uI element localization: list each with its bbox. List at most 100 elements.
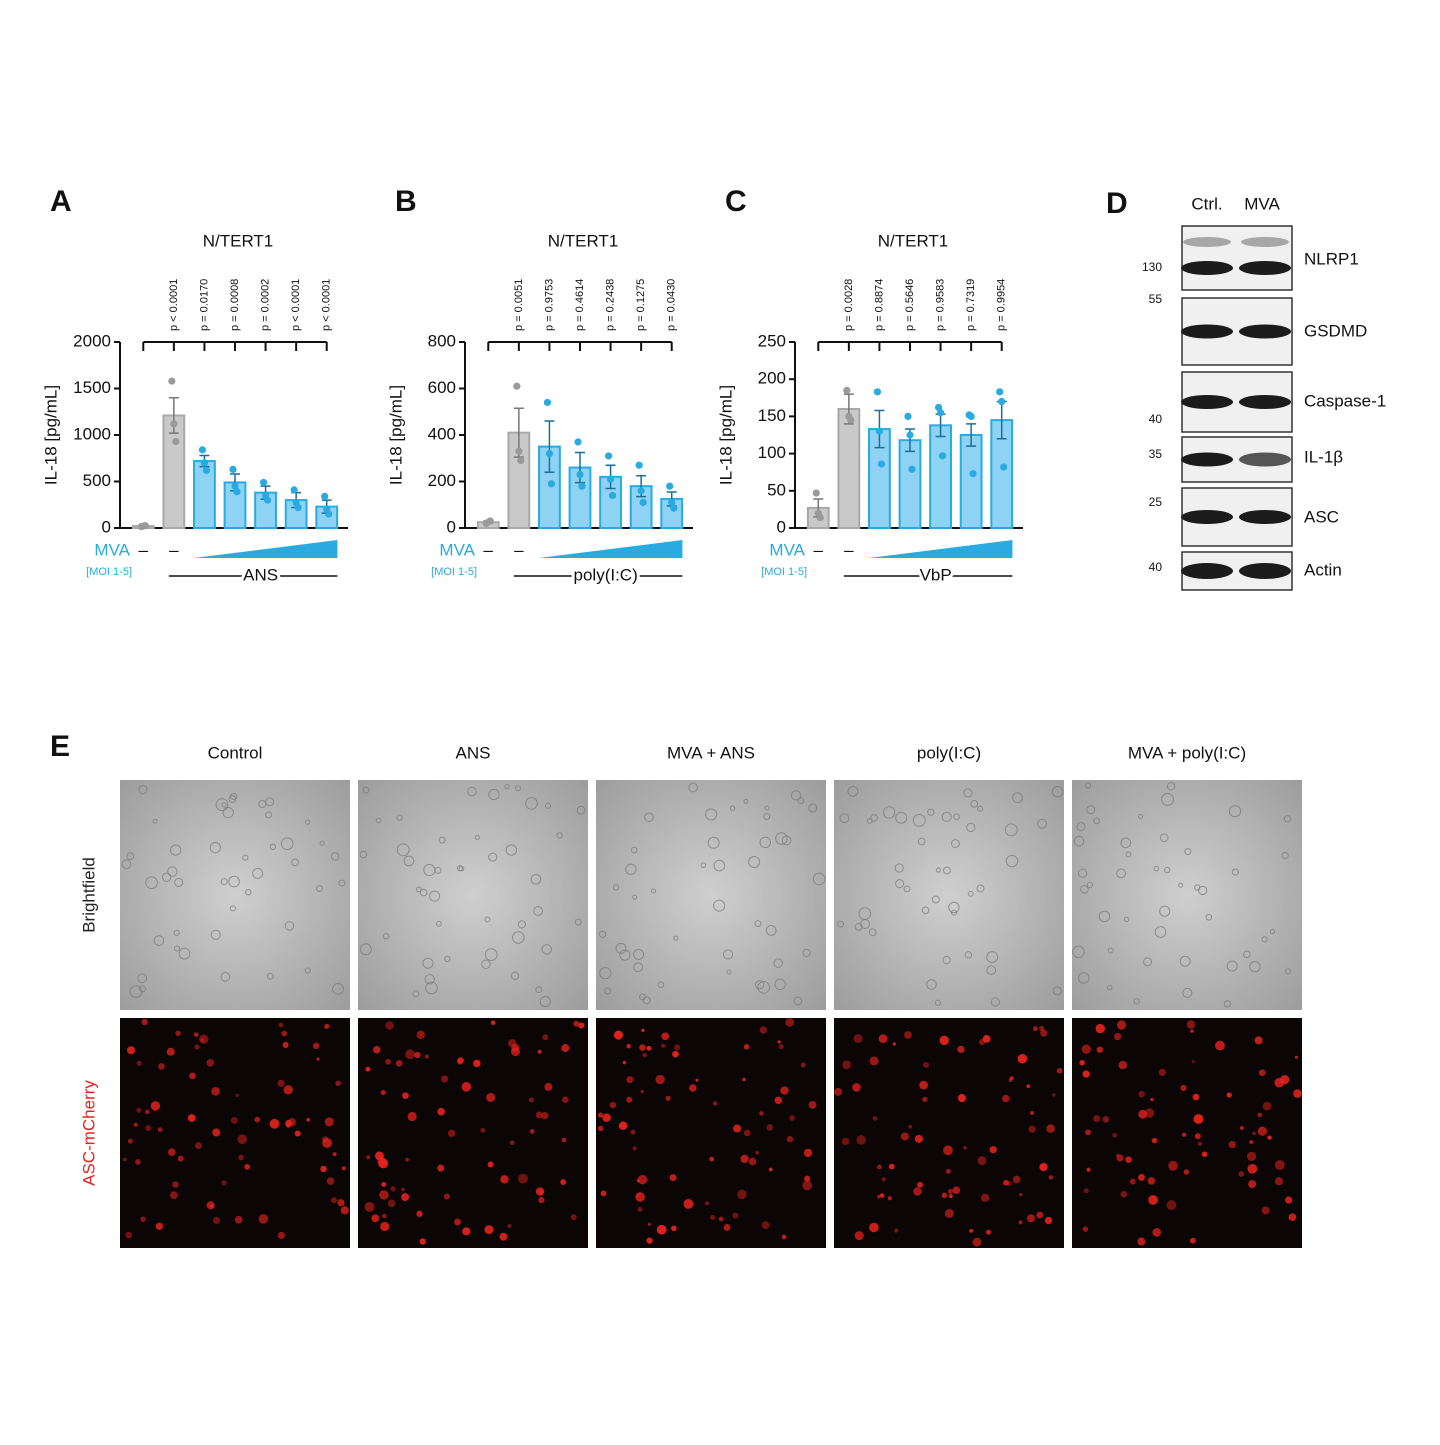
asc-speck [894, 1228, 899, 1233]
asc-speck [622, 1060, 627, 1065]
cell [1106, 985, 1113, 991]
dose-triangle [868, 540, 1013, 558]
blot-band [1181, 452, 1233, 467]
cell [847, 786, 859, 797]
asc-speck [952, 1186, 961, 1194]
asc-speck [401, 1193, 410, 1202]
cell [802, 948, 811, 958]
asc-speck [234, 1215, 243, 1224]
y-axis-label: IL-18 [pg/mL] [716, 385, 735, 485]
asc-speck [1186, 1020, 1196, 1029]
asc-speck [1274, 1177, 1284, 1186]
data-point [231, 482, 239, 490]
cell [1086, 881, 1094, 889]
cell [382, 932, 390, 940]
cell [362, 786, 370, 794]
asc-speck [1249, 1140, 1254, 1144]
asc-speck [1028, 1125, 1036, 1133]
asc-speck [1079, 1059, 1085, 1066]
asc-speck [672, 1050, 679, 1058]
asc-speck [377, 1157, 387, 1166]
cell [280, 837, 294, 851]
asc-speck [1044, 1216, 1053, 1225]
asc-speck [320, 1165, 327, 1173]
asc-speck [1294, 1055, 1298, 1059]
cell [1179, 955, 1191, 967]
lane-label: MVA [1244, 194, 1280, 213]
asc-speck [1246, 1151, 1257, 1162]
data-point [547, 480, 556, 488]
asc-speck [919, 1080, 929, 1090]
cell [178, 947, 191, 960]
data-point [998, 397, 1006, 406]
cell [1153, 865, 1159, 872]
asc-speck [1198, 1141, 1202, 1146]
cell [977, 805, 984, 812]
asc-speck [642, 1053, 647, 1058]
asc-speck [1081, 1044, 1092, 1054]
error-bar [575, 451, 585, 484]
asc-speck [1039, 1162, 1048, 1172]
asc-speck [943, 1145, 953, 1156]
cell [396, 843, 410, 857]
cell [942, 955, 951, 965]
mw-marker: 40 [1149, 560, 1163, 574]
asc-speck [437, 1107, 445, 1116]
blot-band [1181, 510, 1233, 524]
asc-speck [904, 1030, 912, 1039]
asc-speck [948, 1194, 953, 1199]
y-tick-label: 400 [428, 424, 456, 443]
asc-speck [537, 1049, 542, 1054]
asc-speck [518, 1173, 528, 1184]
cell [291, 858, 299, 867]
asc-speck [637, 1174, 648, 1185]
cell [436, 920, 442, 927]
asc-speck [480, 1127, 486, 1133]
asc-speck [1052, 1093, 1056, 1097]
asc-speck [748, 1157, 757, 1166]
asc-speck [490, 1020, 496, 1026]
data-point [996, 388, 1004, 396]
asc-speck [331, 1197, 337, 1204]
asc-speck [1267, 1135, 1272, 1140]
asc-speck [917, 1181, 924, 1188]
asc-speck [609, 1101, 617, 1109]
asc-speck [636, 1193, 640, 1197]
asc-speck [1095, 1023, 1105, 1034]
asc-speck [484, 1225, 494, 1235]
asc-speck [989, 1146, 997, 1154]
x-tick-label: – [844, 540, 854, 559]
cell [505, 844, 517, 856]
asc-speck [834, 1087, 843, 1096]
cell [544, 802, 552, 809]
asc-speck [841, 1137, 850, 1146]
asc-speck [923, 1061, 929, 1068]
data-point [574, 438, 582, 446]
data-point [936, 409, 945, 417]
cell [1072, 945, 1085, 959]
p-value: p = 0.7319 [965, 279, 977, 331]
asc-speck [1226, 1092, 1232, 1098]
bar [929, 424, 952, 529]
asc-speck [1118, 1060, 1128, 1070]
asc-speck [723, 1224, 731, 1231]
error-bar [199, 454, 210, 468]
asc-speck [254, 1116, 261, 1123]
cell [775, 832, 788, 845]
protein-label: NLRP1 [1304, 249, 1359, 268]
cell [330, 852, 340, 861]
p-value: p = 0.5646 [904, 279, 916, 331]
asc-speck [221, 1180, 227, 1186]
asc-speck [626, 1043, 631, 1049]
cell [598, 930, 607, 938]
fluorescence-image [596, 1018, 826, 1248]
asc-speck [1036, 1211, 1044, 1219]
cell [434, 866, 442, 874]
cell [773, 958, 783, 968]
asc-speck [781, 1234, 787, 1240]
brightfield-image [358, 780, 588, 1010]
cell [438, 836, 446, 844]
blot-box [1181, 225, 1293, 291]
cell [612, 884, 620, 891]
